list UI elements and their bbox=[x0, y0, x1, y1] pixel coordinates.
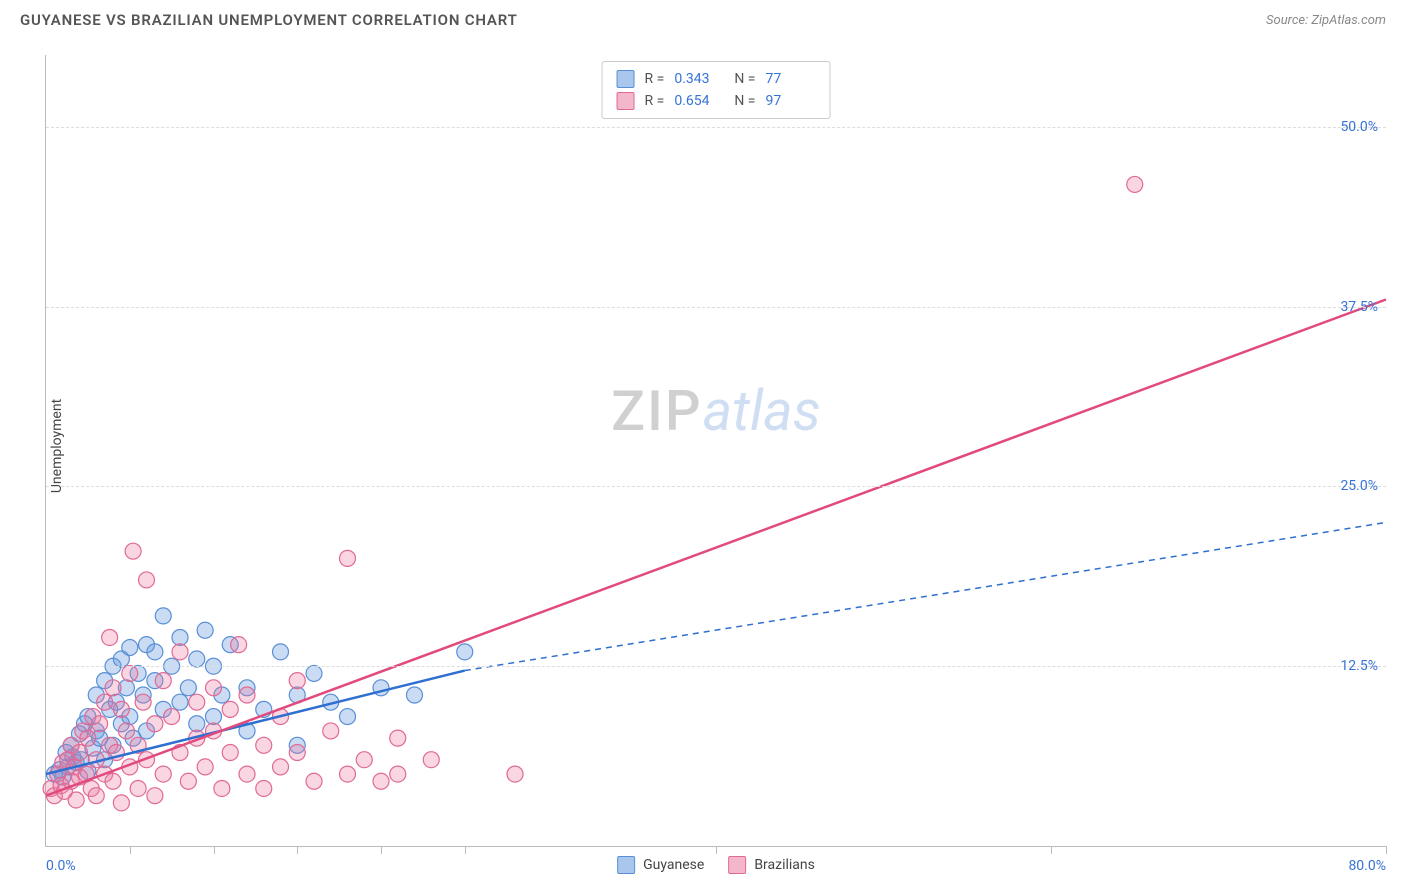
x-tick bbox=[1386, 846, 1387, 854]
y-tick-label: 50.0% bbox=[1340, 119, 1378, 135]
scatter-point bbox=[390, 766, 406, 782]
y-tick-label: 37.5% bbox=[1340, 299, 1378, 315]
scatter-point bbox=[214, 780, 230, 796]
scatter-point bbox=[97, 694, 113, 710]
scatter-point bbox=[222, 745, 238, 761]
scatter-point bbox=[273, 644, 289, 660]
chart-title: GUYANESE VS BRAZILIAN UNEMPLOYMENT CORRE… bbox=[20, 11, 518, 29]
correlation-legend-box: R = 0.343 N = 77 R = 0.654 N = 97 bbox=[602, 61, 831, 119]
scatter-point bbox=[197, 622, 213, 638]
scatter-point bbox=[130, 780, 146, 796]
x-tick bbox=[716, 846, 717, 854]
trend-line bbox=[465, 522, 1386, 670]
scatter-point bbox=[356, 752, 372, 768]
gridline bbox=[46, 307, 1386, 308]
chart-plot-area: ZIPatlas R = 0.343 N = 77 R = 0.654 N = … bbox=[45, 55, 1386, 847]
scatter-point bbox=[256, 737, 272, 753]
scatter-point bbox=[72, 745, 88, 761]
x-tick bbox=[214, 846, 215, 854]
gridline bbox=[46, 127, 1386, 128]
scatter-point bbox=[340, 709, 356, 725]
gridline bbox=[46, 486, 1386, 487]
scatter-point bbox=[105, 680, 121, 696]
scatter-point bbox=[155, 766, 171, 782]
legend-swatch-brazilians bbox=[728, 856, 746, 874]
scatter-point bbox=[197, 759, 213, 775]
scatter-point bbox=[306, 773, 322, 789]
x-axis-min-label: 0.0% bbox=[46, 858, 76, 874]
scatter-point bbox=[122, 640, 138, 656]
scatter-point bbox=[256, 780, 272, 796]
scatter-point bbox=[390, 730, 406, 746]
x-axis-max-label: 80.0% bbox=[1348, 858, 1386, 874]
y-tick-label: 12.5% bbox=[1340, 658, 1378, 674]
scatter-point bbox=[180, 680, 196, 696]
scatter-point bbox=[180, 773, 196, 789]
scatter-point bbox=[122, 665, 138, 681]
scatter-point bbox=[423, 752, 439, 768]
scatter-point bbox=[189, 716, 205, 732]
scatter-point bbox=[239, 687, 255, 703]
chart-source: Source: ZipAtlas.com bbox=[1266, 13, 1386, 28]
scatter-point bbox=[155, 608, 171, 624]
scatter-point bbox=[323, 723, 339, 739]
scatter-point bbox=[206, 680, 222, 696]
scatter-point bbox=[113, 701, 129, 717]
x-tick bbox=[297, 846, 298, 854]
scatter-point bbox=[189, 651, 205, 667]
scatter-point bbox=[222, 701, 238, 717]
scatter-point bbox=[340, 550, 356, 566]
scatter-point bbox=[147, 716, 163, 732]
gridline bbox=[46, 666, 1386, 667]
scatter-point bbox=[239, 766, 255, 782]
scatter-point bbox=[88, 788, 104, 804]
scatter-point bbox=[457, 644, 473, 660]
legend-item-guyanese: Guyanese bbox=[617, 856, 704, 874]
scatter-point bbox=[118, 723, 134, 739]
scatter-point bbox=[340, 766, 356, 782]
scatter-point bbox=[135, 694, 151, 710]
correlation-row-brazilians: R = 0.654 N = 97 bbox=[617, 90, 816, 112]
scatter-point bbox=[172, 629, 188, 645]
corr-swatch-brazilians bbox=[617, 92, 635, 110]
x-tick bbox=[465, 846, 466, 854]
scatter-point bbox=[155, 673, 171, 689]
correlation-row-guyanese: R = 0.343 N = 77 bbox=[617, 68, 816, 90]
scatter-point bbox=[92, 716, 108, 732]
trend-line bbox=[46, 299, 1386, 795]
scatter-point bbox=[80, 730, 96, 746]
bottom-legend: Guyanese Brazilians bbox=[617, 856, 815, 874]
x-tick bbox=[1051, 846, 1052, 854]
chart-header: GUYANESE VS BRAZILIAN UNEMPLOYMENT CORRE… bbox=[0, 0, 1406, 40]
y-tick-label: 25.0% bbox=[1340, 478, 1378, 494]
x-tick bbox=[381, 846, 382, 854]
scatter-point bbox=[273, 759, 289, 775]
scatter-point bbox=[102, 629, 118, 645]
scatter-point bbox=[507, 766, 523, 782]
scatter-point bbox=[68, 792, 84, 808]
scatter-point bbox=[373, 773, 389, 789]
scatter-point bbox=[105, 773, 121, 789]
scatter-point bbox=[289, 745, 305, 761]
scatter-point bbox=[113, 795, 129, 811]
scatter-point bbox=[231, 637, 247, 653]
x-tick bbox=[130, 846, 131, 854]
legend-swatch-guyanese bbox=[617, 856, 635, 874]
scatter-plot-svg bbox=[46, 55, 1386, 846]
scatter-point bbox=[289, 673, 305, 689]
scatter-point bbox=[139, 572, 155, 588]
scatter-point bbox=[172, 644, 188, 660]
scatter-point bbox=[172, 694, 188, 710]
scatter-point bbox=[125, 543, 141, 559]
corr-swatch-guyanese bbox=[617, 70, 635, 88]
scatter-point bbox=[147, 644, 163, 660]
legend-item-brazilians: Brazilians bbox=[728, 856, 815, 874]
scatter-point bbox=[306, 665, 322, 681]
scatter-point bbox=[189, 694, 205, 710]
scatter-point bbox=[147, 788, 163, 804]
scatter-point bbox=[407, 687, 423, 703]
scatter-point bbox=[1127, 176, 1143, 192]
scatter-point bbox=[206, 709, 222, 725]
scatter-point bbox=[164, 709, 180, 725]
